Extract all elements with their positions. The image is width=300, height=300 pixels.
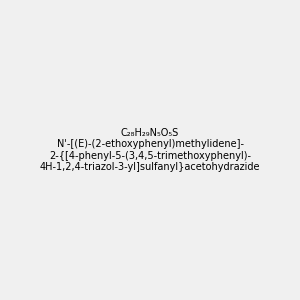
Text: C₂₈H₂₉N₅O₅S
N'-[(E)-(2-ethoxyphenyl)methylidene]-
2-{[4-phenyl-5-(3,4,5-trimetho: C₂₈H₂₉N₅O₅S N'-[(E)-(2-ethoxyphenyl)meth…: [40, 128, 260, 172]
